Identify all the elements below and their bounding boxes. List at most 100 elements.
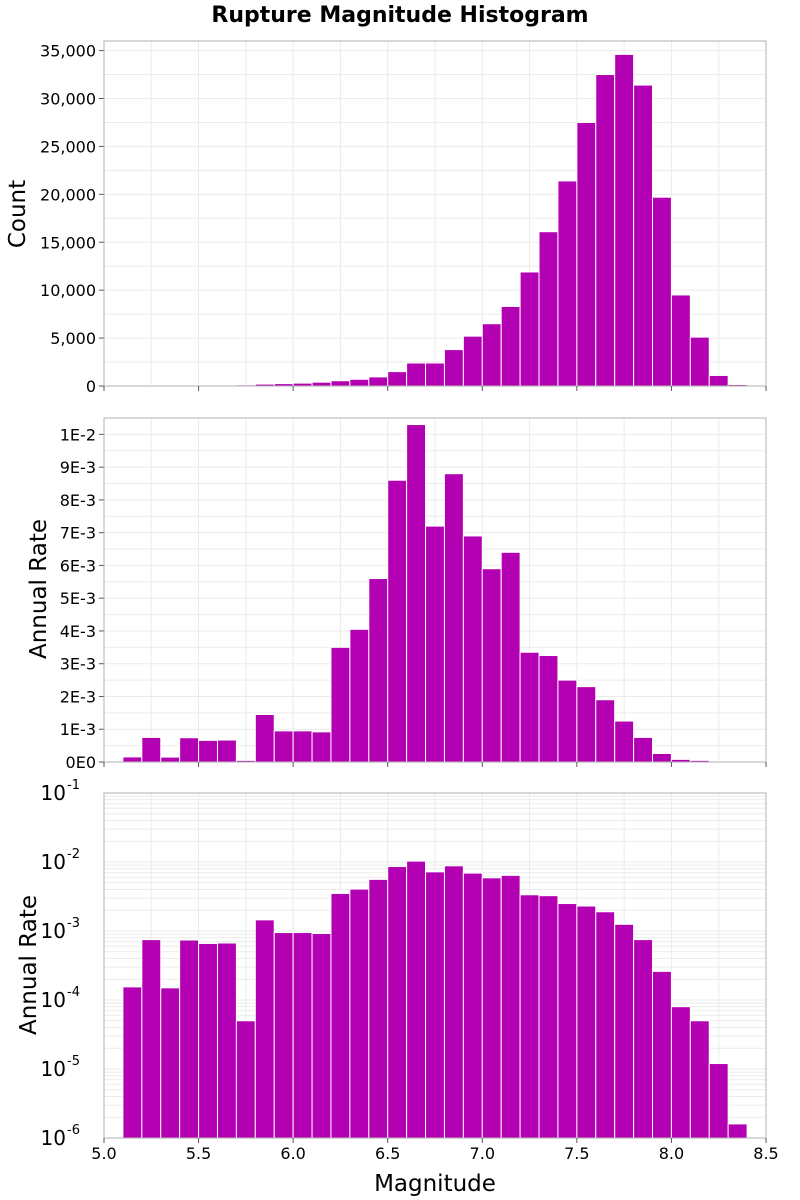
- histogram-bar: [216, 942, 237, 1139]
- histogram-bar: [727, 1123, 748, 1139]
- histogram-bar: [614, 53, 635, 387]
- y-tick-label: 0: [86, 377, 96, 396]
- y-tick-label: 0E0: [66, 753, 96, 772]
- x-tick-label: 8.0: [659, 1144, 684, 1163]
- histogram-bar: [349, 378, 370, 387]
- histogram-bar: [519, 271, 540, 387]
- count-axis-label: Count: [5, 180, 31, 248]
- histogram-bar: [443, 473, 464, 763]
- histogram-bar: [443, 349, 464, 387]
- histogram-bar: [179, 737, 200, 763]
- x-tick-label: 6.0: [280, 1144, 305, 1163]
- histogram-bar: [462, 335, 483, 387]
- histogram-bar: [330, 646, 351, 763]
- histogram-bar: [387, 371, 408, 387]
- histogram-bar: [160, 987, 181, 1139]
- histogram-bar: [330, 892, 351, 1139]
- histogram-bar: [311, 381, 332, 387]
- histogram-bar: [670, 294, 691, 387]
- y-tick-label: 10: [41, 850, 66, 874]
- histogram-bar: [406, 424, 427, 763]
- histogram-bar: [254, 919, 275, 1139]
- histogram-bar: [425, 362, 445, 387]
- histogram-bar: [141, 736, 162, 763]
- histogram-bar: [481, 877, 502, 1139]
- histogram-bar: [368, 376, 389, 387]
- y-tick-label: 5E-3: [60, 589, 96, 608]
- chart-title: Rupture Magnitude Histogram: [211, 3, 588, 28]
- histogram-bar: [652, 970, 672, 1139]
- histogram-bar: [538, 895, 559, 1139]
- histogram-bar: [689, 336, 710, 387]
- histogram-bar: [708, 374, 729, 387]
- histogram-bar: [500, 874, 521, 1139]
- y-tick-label: 35,000: [40, 42, 96, 61]
- count-panel: 0 5,000 10,000 15,000 20,000 25,000 30,000 35,0…: [40, 40, 767, 396]
- y-tick-exponent: -1: [67, 778, 80, 793]
- histogram-bar: [595, 699, 616, 763]
- histogram-bar: [216, 739, 237, 763]
- y-tick-exponent: -2: [67, 847, 80, 862]
- x-tick-label: 8.5: [753, 1144, 778, 1163]
- y-tick-label: 10: [41, 919, 66, 943]
- y-tick-label: 5,000: [50, 329, 96, 348]
- histogram-bar: [425, 871, 445, 1139]
- histogram-bar: [141, 939, 162, 1139]
- histogram-bar: [292, 932, 313, 1139]
- y-tick-label: 10: [41, 1057, 66, 1081]
- histogram-bar: [406, 362, 427, 387]
- histogram-bar: [576, 905, 597, 1139]
- histogram-bar: [652, 196, 672, 387]
- x-tick-label: 7.0: [470, 1144, 495, 1163]
- y-tick-label: 6E-3: [60, 556, 96, 575]
- x-tick-label: 7.5: [564, 1144, 589, 1163]
- histogram-bar: [254, 713, 275, 763]
- histogram-bar: [406, 860, 427, 1139]
- histogram-bar: [273, 730, 294, 763]
- histogram-bar: [481, 568, 502, 763]
- histogram-bar: [425, 525, 445, 763]
- x-tick-label: 6.5: [375, 1144, 400, 1163]
- y-tick-label: 30,000: [40, 90, 96, 109]
- histogram-bar: [614, 720, 635, 763]
- annual-rate-linear-axis-label: Annual Rate: [26, 519, 52, 659]
- histogram-bar: [670, 1006, 691, 1139]
- histogram-bar: [330, 380, 351, 387]
- histogram-bar: [595, 911, 616, 1139]
- y-tick-label: 9E-3: [60, 458, 96, 477]
- plot-frame: [103, 792, 767, 1139]
- histogram-bar: [443, 865, 464, 1139]
- y-tick-label: 4E-3: [60, 622, 96, 641]
- histogram-bar: [633, 84, 654, 387]
- y-tick-label: 20,000: [40, 185, 96, 204]
- histogram-bar: [481, 323, 502, 387]
- annual-rate-log-panel: 10-610-510-410-310-210 -15.0 5.5 6.0 6.5 7.0 7…: [41, 778, 779, 1163]
- plot-frame: [103, 417, 767, 763]
- histogram-bar: [368, 878, 389, 1139]
- y-tick-label: 10: [41, 1126, 66, 1150]
- magnitude-axis-label: Magnitude: [374, 1171, 496, 1197]
- histogram-bar: [519, 651, 540, 763]
- histogram-bar: [349, 628, 370, 763]
- histogram-bar: [576, 686, 597, 763]
- histogram-bar: [462, 535, 483, 763]
- plot-frame: [103, 40, 767, 387]
- histogram-bar: [235, 1020, 256, 1139]
- y-tick-exponent: -6: [67, 1123, 80, 1138]
- histogram-bar: [689, 1020, 710, 1139]
- y-tick-exponent: -4: [67, 985, 80, 1000]
- histogram-bar: [500, 551, 521, 763]
- y-tick-label: 10: [41, 781, 66, 805]
- y-tick-label: 7E-3: [60, 524, 96, 543]
- y-tick-exponent: -3: [67, 916, 80, 931]
- histogram-bar: [311, 932, 332, 1139]
- y-tick-label: 3E-3: [60, 655, 96, 674]
- histogram-bar: [387, 866, 408, 1139]
- histogram-bar: [122, 986, 143, 1139]
- histogram-bar: [273, 932, 294, 1139]
- histogram-bar: [614, 923, 635, 1139]
- x-tick-label: 5.5: [186, 1144, 211, 1163]
- histogram-bar: [179, 939, 200, 1139]
- y-tick-label: 1E-2: [60, 425, 96, 444]
